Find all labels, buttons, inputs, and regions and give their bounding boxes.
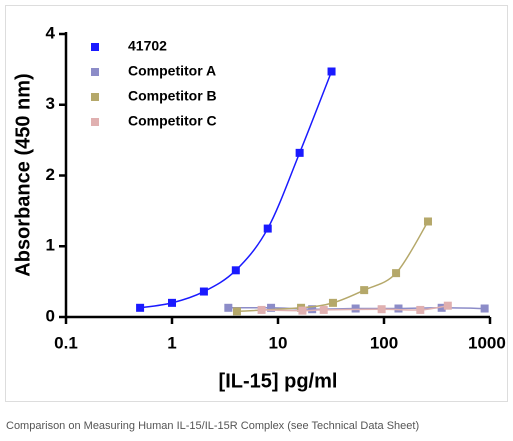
point <box>327 67 336 76</box>
point <box>443 301 452 310</box>
point <box>423 217 432 226</box>
fit-line <box>236 221 429 313</box>
point <box>267 303 276 312</box>
y-tick-label: 2 <box>46 165 55 184</box>
point <box>377 305 386 314</box>
point <box>298 306 307 315</box>
legend-marker <box>91 43 99 51</box>
legend-label: 41702 <box>128 38 167 54</box>
legend-label: Competitor B <box>128 88 217 104</box>
y-tick-label: 0 <box>46 306 55 325</box>
point <box>437 303 446 312</box>
point <box>224 303 233 312</box>
point <box>328 298 337 307</box>
x-tick-label: 100 <box>370 333 398 352</box>
y-tick-label: 4 <box>46 23 56 42</box>
x-tick-label: 1000 <box>468 333 506 352</box>
legend-marker <box>91 93 99 101</box>
legend-marker <box>91 118 99 126</box>
legend-label: Competitor A <box>128 63 216 79</box>
x-tick-label: 1 <box>167 333 176 352</box>
point <box>232 307 241 316</box>
point <box>394 304 403 313</box>
point <box>295 148 304 157</box>
point <box>360 286 369 295</box>
legend-label: Competitor C <box>128 113 217 129</box>
caption: Comparison on Measuring Human IL-15/IL-1… <box>6 420 419 432</box>
point <box>257 305 266 314</box>
point <box>168 298 176 307</box>
point <box>199 287 208 296</box>
x-tick-label: 10 <box>269 333 288 352</box>
legend-marker <box>91 68 99 76</box>
point <box>136 303 145 312</box>
point <box>351 304 360 313</box>
point <box>308 305 317 314</box>
frame <box>5 5 508 402</box>
x-axis-label: [IL-15] pg/ml <box>219 370 338 392</box>
point <box>392 269 401 278</box>
point <box>263 224 272 233</box>
point <box>231 266 240 275</box>
y-tick-label: 3 <box>46 94 55 113</box>
point <box>480 304 489 313</box>
point <box>416 305 425 314</box>
y-tick-label: 1 <box>46 236 55 255</box>
point <box>319 305 328 314</box>
y-axis-label: Absorbance (450 nm) <box>12 73 34 276</box>
x-tick-label: 0.1 <box>54 333 78 352</box>
